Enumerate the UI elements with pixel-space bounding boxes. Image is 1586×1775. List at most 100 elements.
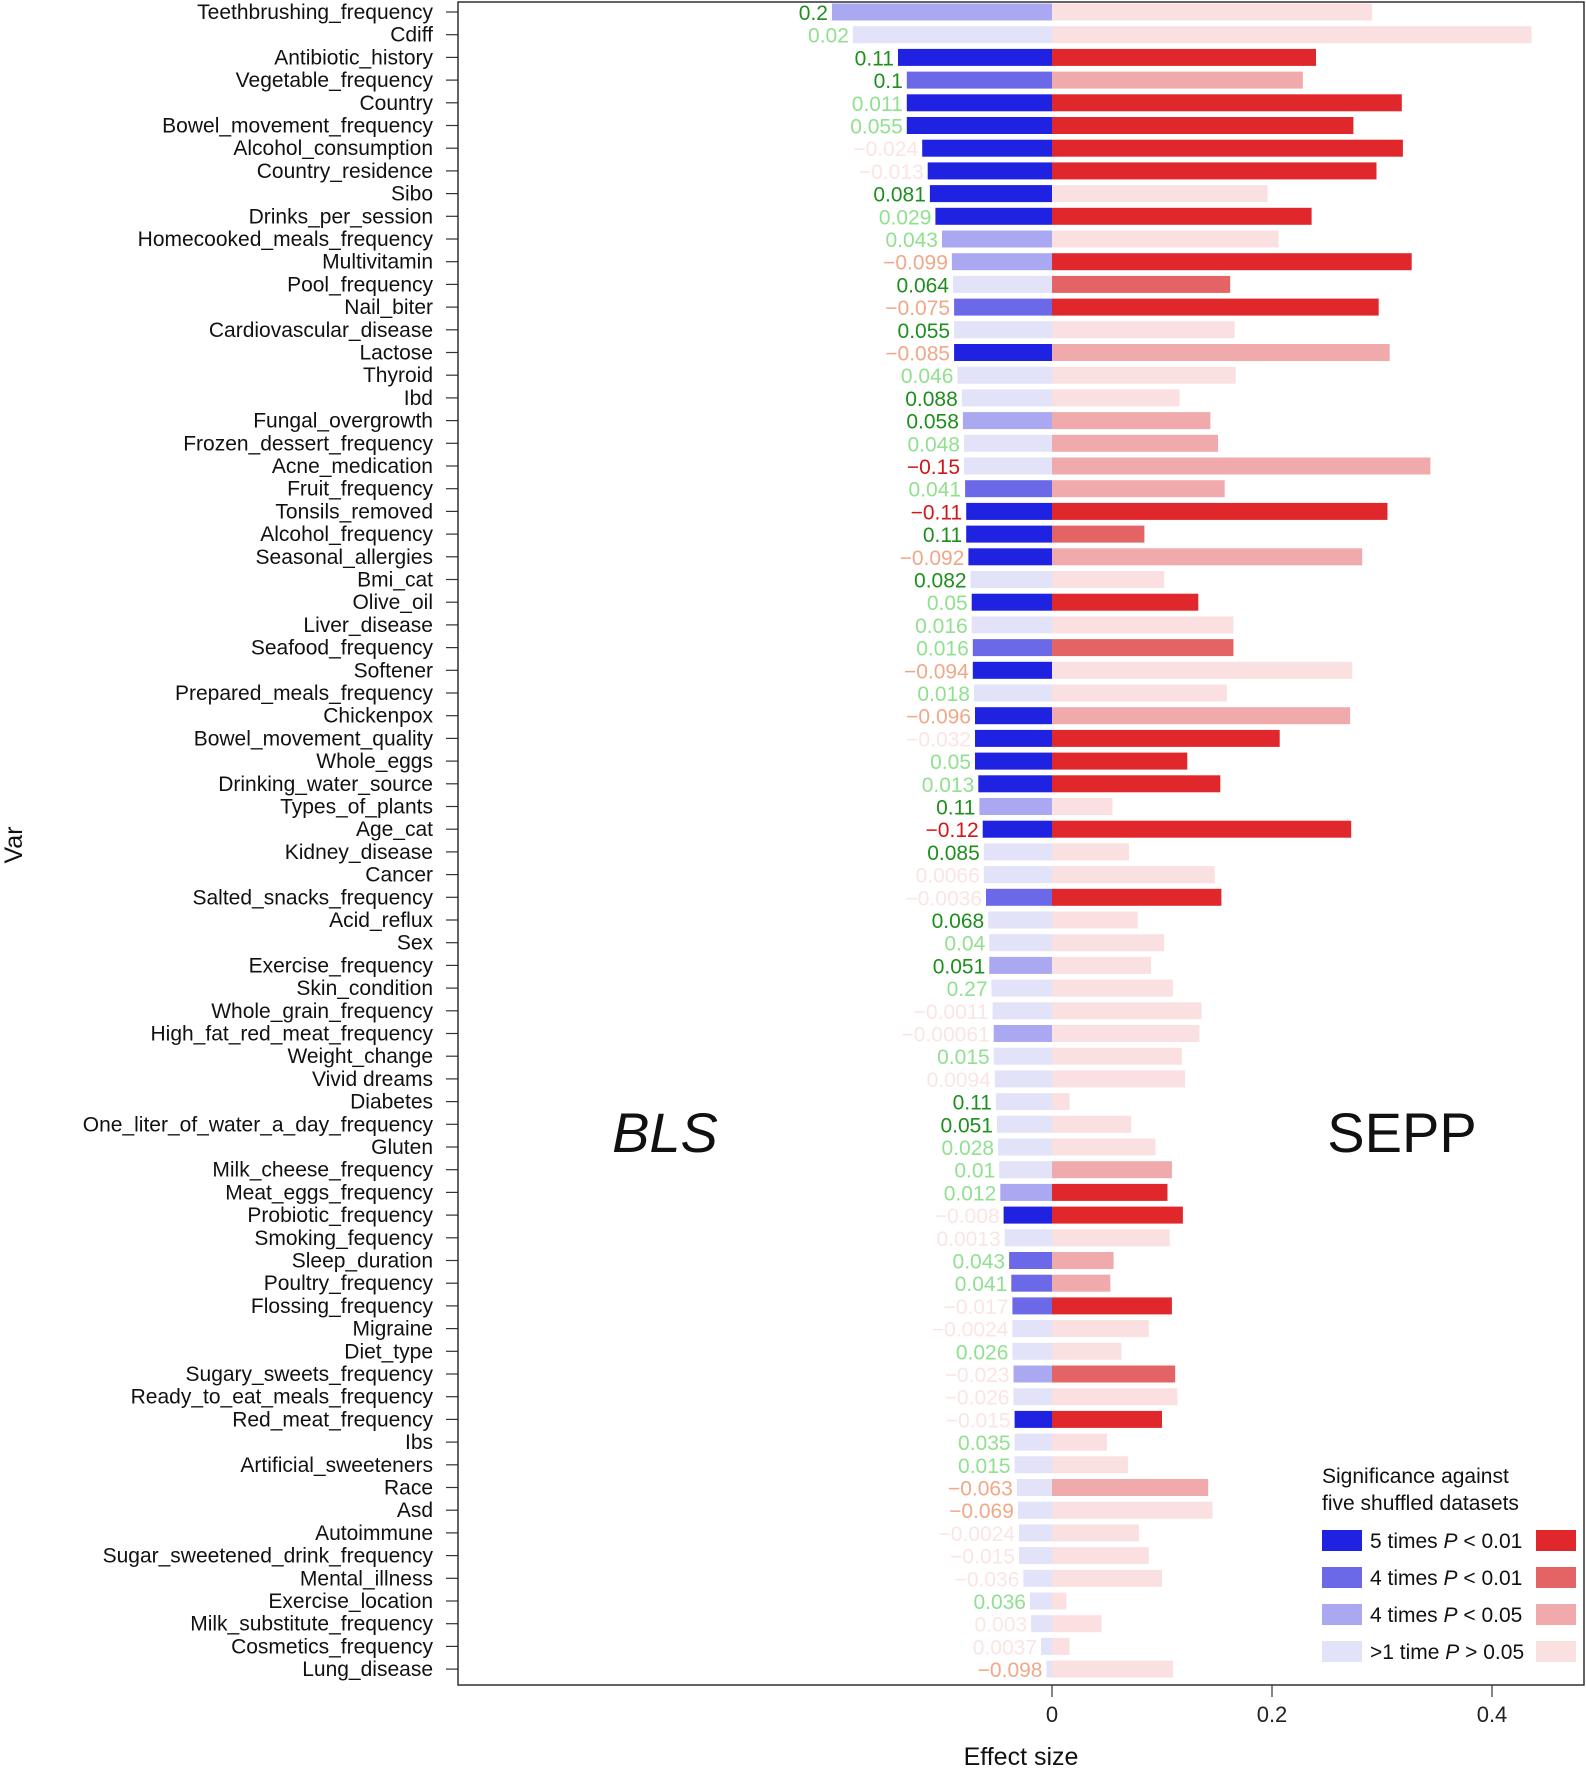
- variable-label: Asd: [397, 1499, 433, 1522]
- variable-label: Country_residence: [257, 160, 433, 183]
- variable-label: One_liter_of_water_a_day_frequency: [83, 1113, 434, 1136]
- legend-title-line1: Significance against: [1322, 1465, 1509, 1488]
- bls-bar: [935, 207, 1052, 225]
- legend-swatch-blue: [1322, 1567, 1362, 1588]
- coef-label: 0.11: [936, 797, 975, 820]
- coef-label: 0.05: [930, 751, 971, 774]
- variable-label: Whole_grain_frequency: [211, 1000, 433, 1023]
- coef-label: 0.088: [905, 388, 958, 411]
- bls-bar: [1012, 1320, 1052, 1338]
- bls-bar: [968, 548, 1052, 566]
- variable-label: Ibd: [404, 387, 433, 410]
- bls-bar: [957, 366, 1052, 384]
- coef-label: 0.029: [879, 206, 932, 229]
- variable-label: Sex: [397, 932, 434, 955]
- sepp-bar: [1052, 1388, 1178, 1406]
- bls-bar: [978, 775, 1052, 793]
- bls-bar: [998, 1138, 1052, 1156]
- sepp-bar: [1052, 1365, 1176, 1383]
- coef-label: −0.032: [906, 728, 971, 751]
- sepp-bar: [1052, 707, 1351, 725]
- sepp-bar: [1052, 888, 1222, 906]
- bls-bar: [1023, 1569, 1052, 1587]
- variable-label: Drinking_water_source: [218, 773, 433, 796]
- coef-label: 0.011: [852, 93, 903, 116]
- sepp-bar: [1052, 1183, 1168, 1201]
- sepp-bar: [1052, 1047, 1182, 1065]
- coef-label: 0.11: [923, 524, 962, 547]
- bls-bar: [982, 820, 1052, 838]
- variable-label: Sibo: [391, 183, 433, 206]
- variable-label: Race: [384, 1477, 433, 1500]
- bls-bar: [975, 707, 1052, 725]
- bls-bar: [1012, 1297, 1052, 1315]
- variable-label: Fruit_frequency: [287, 478, 433, 501]
- variable-label: Red_meat_frequency: [232, 1408, 433, 1431]
- sepp-bar: [1052, 253, 1412, 271]
- coef-label: 0.058: [906, 411, 959, 434]
- variable-label: Kidney_disease: [285, 841, 433, 864]
- bls-bar: [906, 117, 1052, 134]
- legend-swatch-blue: [1322, 1604, 1362, 1625]
- legend-swatch-blue: [1322, 1641, 1362, 1662]
- legend-swatch-blue: [1322, 1530, 1362, 1551]
- legend-entry-label: 4 times P < 0.01: [1370, 1567, 1522, 1590]
- sepp-bar: [1052, 1660, 1173, 1678]
- variable-label: Mental_illness: [300, 1567, 433, 1590]
- sepp-bar: [1052, 1637, 1070, 1655]
- variable-label: Tonsils_removed: [275, 500, 433, 523]
- sepp-bar: [1052, 525, 1145, 543]
- sepp-bar: [1052, 275, 1231, 293]
- sepp-bar: [1052, 1410, 1162, 1428]
- coef-label: 0.051: [933, 955, 986, 978]
- legend-swatch-red: [1536, 1641, 1576, 1662]
- variable-label: Cosmetics_frequency: [231, 1635, 433, 1658]
- coef-label: 0.11: [855, 47, 894, 70]
- coef-label: −0.0036: [906, 887, 983, 910]
- x-axis-title: Effect size: [964, 1743, 1079, 1771]
- bls-bar: [995, 1093, 1052, 1111]
- sepp-bar: [1052, 412, 1211, 430]
- sepp-bar: [1052, 798, 1113, 815]
- sepp-bar: [1052, 1229, 1170, 1247]
- bls-bar: [1041, 1637, 1052, 1655]
- coef-label: 0.04: [944, 933, 985, 956]
- bls-bar: [971, 616, 1052, 634]
- coef-label: 0.015: [958, 1455, 1011, 1478]
- sepp-bar: [1052, 1252, 1114, 1269]
- variable-label: Cardiovascular_disease: [209, 319, 433, 342]
- sepp-bar: [1052, 1025, 1200, 1042]
- coef-label: 0.0013: [936, 1228, 1000, 1251]
- coef-label: 0.11: [953, 1092, 992, 1115]
- coef-label: −0.15: [907, 456, 960, 479]
- bls-bar: [991, 979, 1052, 997]
- sepp-bar: [1052, 26, 1532, 44]
- coef-label: −0.063: [948, 1478, 1013, 1501]
- variable-label: Drinks_per_session: [249, 205, 433, 228]
- bls-bar: [962, 412, 1052, 430]
- sepp-bar: [1052, 185, 1268, 203]
- coef-label: 0.018: [917, 683, 970, 706]
- bls-bar: [954, 321, 1052, 339]
- coef-label: 0.051: [940, 1114, 993, 1137]
- bls-bar: [979, 798, 1052, 815]
- coef-label: 0.0066: [916, 865, 980, 888]
- bls-bar: [942, 230, 1052, 248]
- bls-bar: [986, 888, 1052, 906]
- variable-label: Types_of_plants: [280, 796, 433, 819]
- variable-label: Acne_medication: [272, 455, 433, 478]
- bls-bar: [1012, 1342, 1052, 1360]
- sepp-bar: [1052, 911, 1138, 929]
- x-axis: 0 0.2 0.4: [1046, 1685, 1507, 1727]
- sepp-bar: [1052, 230, 1279, 248]
- sepp-bar: [1052, 207, 1312, 225]
- variable-label: Seasonal_allergies: [256, 546, 433, 569]
- bls-bar: [1003, 1206, 1052, 1224]
- sepp-bar: [1052, 321, 1235, 339]
- coef-label: −0.015: [946, 1409, 1011, 1432]
- variable-label: Bmi_cat: [357, 569, 433, 592]
- variable-label: Probiotic_frequency: [247, 1204, 433, 1227]
- sepp-bar: [1052, 1297, 1172, 1315]
- bls-bar: [1014, 1433, 1052, 1451]
- sepp-bar: [1052, 139, 1403, 157]
